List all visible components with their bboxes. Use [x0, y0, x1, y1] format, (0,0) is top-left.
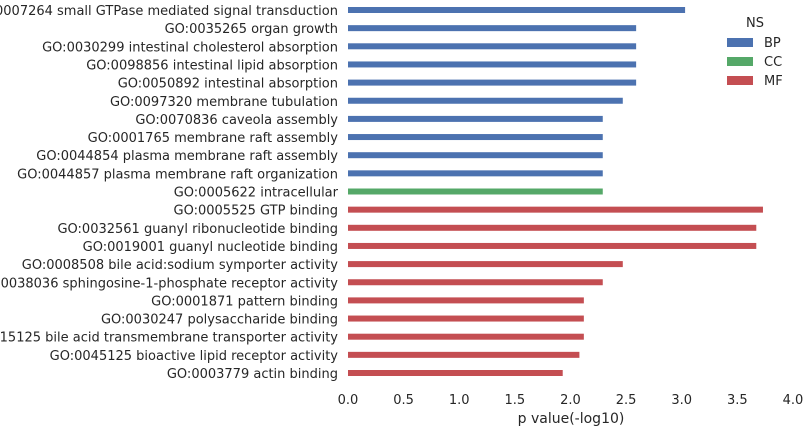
- y-tick-label-6: GO:0097320 membrane tubulation: [110, 95, 338, 110]
- y-tick-label-5: GO:0050892 intestinal absorption: [118, 77, 338, 92]
- bar-2: [348, 25, 637, 32]
- legend-swatch-cc: [727, 57, 753, 66]
- bar-10: [348, 170, 603, 177]
- y-tick-label-4: GO:0098856 intestinal lipid absorption: [86, 58, 338, 73]
- legend-title: NS: [746, 16, 764, 31]
- bar-13: [348, 224, 757, 231]
- y-tick-label-20: GO:0045125 bioactive lipid receptor acti…: [50, 349, 339, 364]
- x-tick-labels: 0.0 0.5 1.0 1.5 2.0 2.5 3.0 3.5 4.0: [338, 393, 804, 408]
- y-tick-label-1: GO:0007264 small GTPase mediated signal …: [0, 4, 338, 19]
- bar-15: [348, 261, 623, 268]
- bar-6: [348, 97, 623, 104]
- x-tick-label-7: 3.0: [671, 393, 692, 408]
- y-tick-label-13: GO:0032561 guanyl ribonucleotide binding: [57, 222, 338, 237]
- bar-21: [348, 370, 563, 376]
- y-tick-label-2: GO:0035265 organ growth: [165, 22, 338, 37]
- bar-8: [348, 134, 603, 141]
- y-tick-label-19: GO:0015125 bile acid transmembrane trans…: [0, 331, 338, 346]
- x-tick-label-2: 0.5: [393, 393, 414, 408]
- x-axis-label: p value(-log10): [518, 411, 625, 427]
- y-tick-label-3: GO:0030299 intestinal cholesterol absorp…: [42, 40, 338, 55]
- y-tick-label-15: GO:0008508 bile acid:sodium symporter ac…: [22, 258, 339, 273]
- y-tick-label-8: GO:0001765 membrane raft assembly: [88, 131, 339, 146]
- bar-20: [348, 351, 580, 358]
- x-tick-label-8: 3.5: [727, 393, 748, 408]
- bars-group: [348, 7, 763, 376]
- bar-3: [348, 43, 637, 50]
- legend-label-mf: MF: [764, 74, 783, 89]
- bar-9: [348, 152, 603, 159]
- bar-16: [348, 279, 603, 286]
- bar-12: [348, 206, 763, 213]
- y-tick-label-12: GO:0005525 GTP binding: [174, 204, 338, 219]
- y-tick-label-7: GO:0070836 caveola assembly: [135, 113, 338, 128]
- x-tick-label-4: 1.5: [505, 393, 526, 408]
- legend-swatch-mf: [727, 76, 753, 85]
- y-tick-label-21: GO:0003779 actin binding: [167, 367, 338, 382]
- bar-17: [348, 297, 584, 304]
- bar-4: [348, 61, 637, 68]
- x-tick-label-3: 1.0: [449, 393, 470, 408]
- bar-1: [348, 7, 686, 13]
- x-tick-label-5: 2.0: [560, 393, 581, 408]
- x-tick-label-9: 4.0: [783, 393, 804, 408]
- bar-14: [348, 242, 757, 249]
- legend-label-bp: BP: [764, 36, 781, 51]
- legend: NS BP CC MF: [727, 16, 783, 89]
- y-tick-label-16: GO:0038036 sphingosine-1-phosphate recep…: [0, 276, 338, 291]
- x-tick-label-6: 2.5: [616, 393, 637, 408]
- x-tick-label-1: 0.0: [338, 393, 359, 408]
- bar-7: [348, 115, 603, 122]
- y-tick-label-17: GO:0001871 pattern binding: [151, 294, 338, 309]
- y-tick-label-10: GO:0044857 plasma membrane raft organiza…: [17, 167, 338, 182]
- bar-11: [348, 188, 603, 195]
- legend-label-cc: CC: [764, 55, 782, 70]
- bar-19: [348, 333, 584, 340]
- y-tick-labels: GO:0007264 small GTPase mediated signal …: [0, 4, 339, 382]
- y-tick-label-18: GO:0030247 polysaccharide binding: [101, 313, 338, 328]
- bar-18: [348, 315, 584, 322]
- bar-5: [348, 79, 637, 86]
- y-tick-label-11: GO:0005622 intracellular: [174, 186, 339, 201]
- y-tick-label-14: GO:0019001 guanyl nucleotide binding: [83, 240, 338, 255]
- legend-swatch-bp: [727, 38, 753, 47]
- y-tick-label-9: GO:0044854 plasma membrane raft assembly: [36, 149, 338, 164]
